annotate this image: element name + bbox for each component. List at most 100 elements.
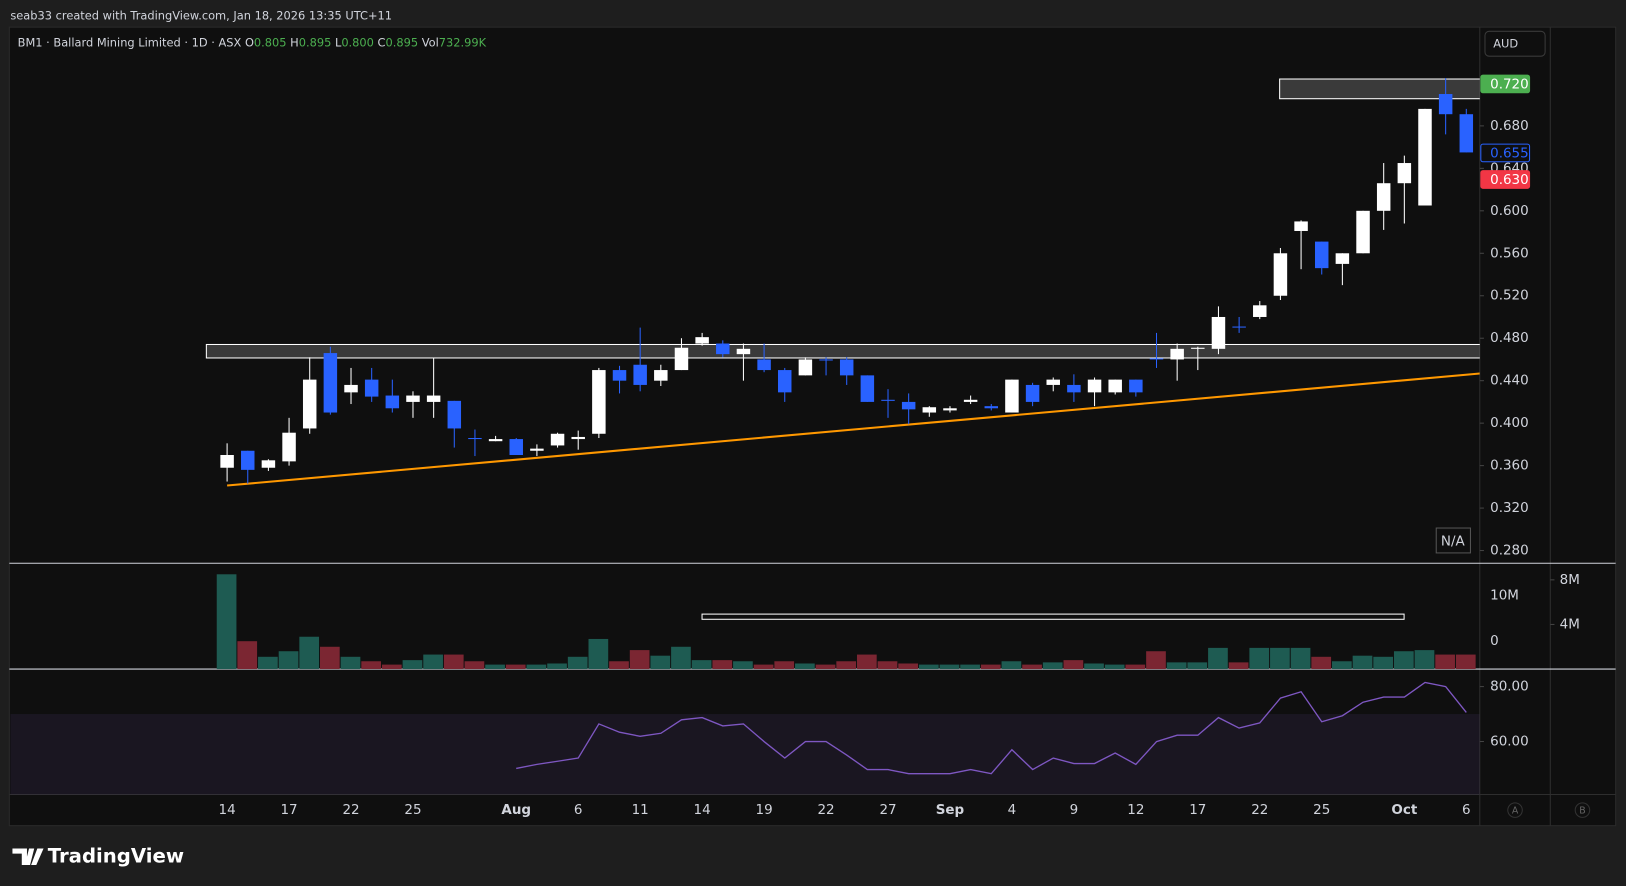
- y-tick-label: 4M: [1560, 616, 1580, 632]
- candle-body: [385, 395, 400, 409]
- axis-button-label: A: [1512, 806, 1519, 817]
- y-tick-label: 0.440: [1490, 373, 1529, 389]
- volume-bar: [898, 663, 918, 670]
- volume-bar: [1146, 651, 1166, 670]
- candle-body: [302, 379, 317, 429]
- price-label-box: [1480, 170, 1531, 189]
- x-tick-label: 19: [756, 802, 773, 818]
- candle-body: [468, 438, 482, 440]
- candle-body: [1273, 253, 1288, 296]
- x-tick-label: 22: [817, 802, 834, 818]
- y-tick-label: 0.280: [1490, 543, 1529, 559]
- y-tick-label: 0.400: [1490, 415, 1529, 431]
- x-tick-label: 25: [404, 802, 421, 818]
- x-tick-label: 22: [342, 802, 359, 818]
- candle-body: [1149, 358, 1164, 360]
- volume-bar: [485, 664, 505, 670]
- zone-rectangle: [1279, 78, 1480, 100]
- legend-value: 0.895: [299, 35, 332, 49]
- candle-body: [860, 375, 875, 402]
- volume-bar: [1001, 661, 1022, 670]
- price-label: 0.630: [1490, 172, 1529, 188]
- trend-line: [227, 372, 1480, 487]
- candle-body: [778, 370, 792, 393]
- x-tick-label: Oct: [1391, 802, 1417, 818]
- x-tick-label: 6: [1462, 802, 1471, 818]
- volume-bar: [795, 663, 815, 670]
- volume-bar: [691, 660, 712, 670]
- candle-body: [1335, 253, 1350, 264]
- rsi-line: [516, 681, 1467, 775]
- candle-body: [654, 370, 668, 381]
- x-tick-label: Sep: [936, 802, 965, 818]
- legend-key: C: [378, 35, 386, 49]
- volume-bar: [1187, 662, 1208, 670]
- candle-body: [1067, 384, 1081, 393]
- candle-body: [550, 433, 565, 446]
- brand: TradingView: [12, 844, 184, 867]
- candle-body: [1314, 241, 1329, 269]
- x-tick-label: 25: [1313, 802, 1330, 818]
- candle-body: [426, 395, 441, 402]
- candle-body: [364, 379, 379, 397]
- legend-value: 0.895: [386, 35, 419, 49]
- candle-body: [406, 395, 420, 402]
- candle-body: [1005, 379, 1019, 413]
- volume-bar: [1332, 661, 1352, 670]
- legend-key: H: [290, 35, 299, 49]
- volume-bar: [733, 661, 753, 670]
- volume-bar: [1228, 662, 1249, 670]
- na-box: [1435, 527, 1471, 554]
- x-tick-label: 11: [632, 802, 649, 818]
- candle-body: [261, 460, 276, 468]
- volume-bar: [1414, 650, 1435, 670]
- volume-bar: [526, 664, 547, 670]
- volume-bar: [1373, 656, 1394, 670]
- candle-body: [757, 359, 771, 371]
- y-tick-label: 0.480: [1490, 330, 1529, 346]
- axis-button[interactable]: [1507, 802, 1523, 818]
- candle-body: [943, 408, 957, 411]
- drawings: [205, 78, 1480, 487]
- volume-bar: [1435, 654, 1455, 670]
- volume-bar: [1352, 655, 1373, 670]
- candle-body: [1129, 379, 1143, 393]
- x-tick-label: 4: [1008, 802, 1017, 818]
- volume-bar: [1166, 662, 1187, 670]
- candle-body: [1191, 347, 1205, 349]
- candle-body: [509, 439, 523, 455]
- volume-bar: [361, 661, 382, 670]
- candle-body: [571, 436, 585, 440]
- x-tick-label: 9: [1070, 802, 1079, 818]
- axis-button[interactable]: [1574, 802, 1591, 818]
- candle-body: [901, 401, 916, 410]
- currency-button[interactable]: [1484, 30, 1546, 57]
- volume-bar: [237, 641, 258, 670]
- volume-bar: [1084, 663, 1104, 670]
- volume-bar: [980, 664, 1001, 670]
- price-label-box: [1480, 74, 1531, 94]
- volume-bar: [918, 664, 939, 670]
- candle-body: [530, 448, 544, 451]
- candle-body: [1356, 210, 1370, 254]
- legend-value: 0.805: [254, 35, 287, 49]
- candle-body: [1418, 108, 1432, 206]
- volume-bar: [1042, 662, 1063, 670]
- candle-body: [488, 439, 503, 442]
- candle-body: [1253, 305, 1267, 317]
- x-tick-label: 17: [280, 802, 297, 818]
- legend-value: 0.800: [341, 35, 374, 49]
- volume-bar: [423, 654, 443, 670]
- candle-body: [1376, 183, 1391, 211]
- volume-bar: [1270, 647, 1290, 670]
- candle-body: [736, 348, 751, 355]
- candle-body: [592, 370, 606, 434]
- price-label: 0.655: [1490, 145, 1529, 161]
- volume-bar: [609, 661, 629, 670]
- legend-key: Vol: [422, 35, 439, 49]
- volume-bar: [216, 574, 237, 670]
- candle-body: [839, 359, 854, 376]
- legend-value: 732.99K: [439, 35, 487, 49]
- x-tick-label: 14: [219, 802, 236, 818]
